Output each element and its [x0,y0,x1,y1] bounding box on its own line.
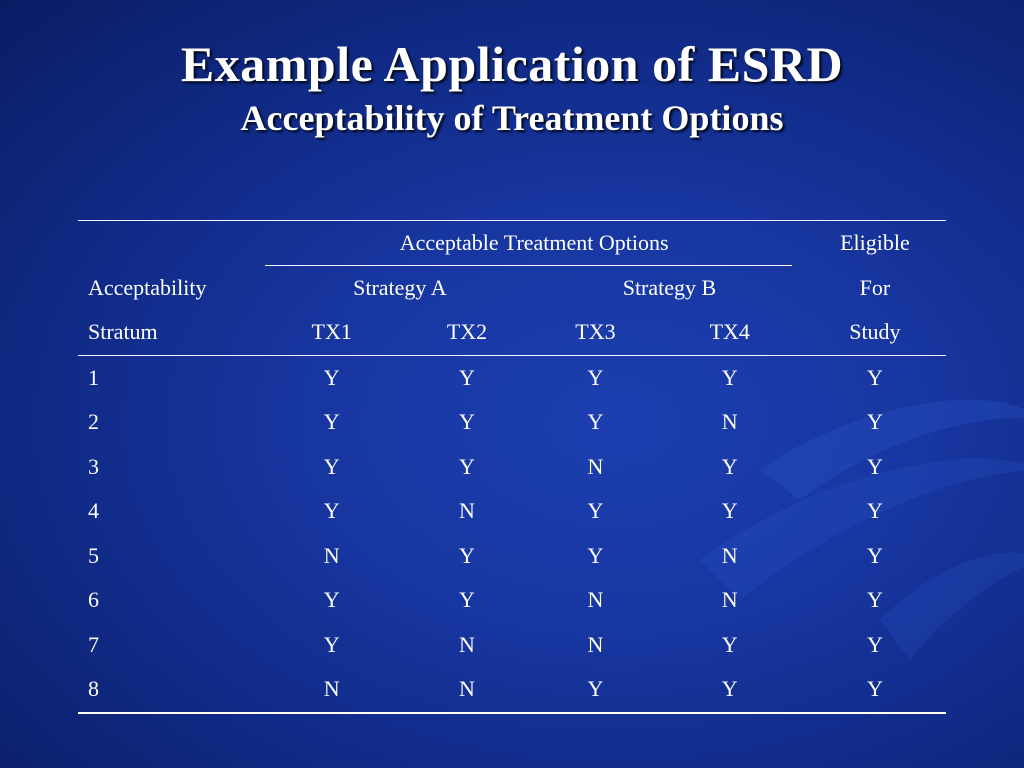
eligible-cell: Y [866,364,883,390]
tx2-cell: Y [459,453,475,479]
header-row-2: Acceptability Strategy A Strategy B For [78,266,946,311]
header-eligible-line3: Study [803,310,946,356]
tx4-cell: N [721,587,738,613]
header-tx3: TX3 [535,310,656,356]
tx4-cell: Y [721,498,738,524]
tx3-cell: Y [587,498,604,524]
tx2-cell: Y [459,587,475,613]
table-row: 3 Y Y N Y Y [78,445,946,490]
tx1-cell: N [323,542,340,568]
table-row: 5 N Y Y N Y [78,534,946,579]
tx2-cell: Y [459,542,475,568]
treatment-options-table: Acceptable Treatment Options Eligible Ac… [78,220,946,714]
tx4-cell: Y [721,453,738,479]
stratum-cell: 3 [88,453,99,479]
header-eligible-line2: For [859,274,891,300]
table-row: 8 N N Y Y Y [78,667,946,714]
stratum-cell: 8 [78,667,265,714]
tx3-cell: Y [535,667,656,714]
tx2-cell: N [398,667,536,714]
tx3-cell: Y [587,409,604,435]
header-row-3: Stratum TX1 TX2 TX3 TX4 Study [78,310,946,356]
table-row: 6 Y Y N N Y [78,578,946,623]
tx1-cell: Y [323,587,340,613]
header-tx1: TX1 [264,310,399,356]
tx2-cell: Y [459,409,475,435]
tx4-cell: N [721,542,738,568]
eligible-cell: Y [866,587,883,613]
tx3-cell: N [587,453,604,479]
tx1-cell: Y [323,453,340,479]
header-acceptable-treatment-options: Acceptable Treatment Options [264,220,804,266]
tx3-cell: Y [587,542,604,568]
stratum-cell: 7 [88,631,99,657]
header-tx4: TX4 [655,310,804,356]
tx3-cell: N [587,587,604,613]
stratum-cell: 4 [88,498,99,524]
header-tx2: TX2 [398,310,536,356]
tx1-cell: Y [323,631,340,657]
eligible-cell: Y [866,453,883,479]
tx2-cell: N [459,498,475,524]
eligible-cell: Y [866,498,883,524]
tx2-cell: N [459,631,475,657]
table-row: 1 Y Y Y Y Y [78,355,946,400]
header-strategy-b: Strategy B [622,274,717,300]
tx4-cell: N [721,409,738,435]
stratum-cell: 5 [88,542,99,568]
tx4-cell: Y [721,631,738,657]
table-row: 4 Y N Y Y Y [78,489,946,534]
slide-title-block: Example Application of ESRD Acceptabilit… [0,34,1024,140]
tx3-cell: N [587,631,604,657]
eligible-cell: Y [866,542,883,568]
stratum-cell: 2 [88,409,99,435]
slide-subtitle: Acceptability of Treatment Options [240,98,784,138]
tx1-cell: Y [323,409,340,435]
header-cell-empty [78,220,265,266]
header-stratum-line1: Acceptability [88,274,207,300]
header-row-1: Acceptable Treatment Options Eligible [78,220,946,266]
tx3-cell: Y [587,364,604,390]
eligible-cell: Y [866,631,883,657]
tx1-cell: N [264,667,399,714]
eligible-cell: Y [803,667,946,714]
tx2-cell: Y [459,364,475,390]
acceptability-table: Acceptable Treatment Options Eligible Ac… [78,220,946,714]
tx4-cell: Y [721,364,738,390]
tx1-cell: Y [323,364,340,390]
header-strategy-a: Strategy A [353,274,447,300]
tx1-cell: Y [323,498,340,524]
stratum-cell: 6 [88,587,99,613]
header-stratum-line2: Stratum [78,310,265,356]
tx4-cell: Y [655,667,804,714]
table-row: 7 Y N N Y Y [78,623,946,668]
slide-title: Example Application of ESRD [180,36,844,92]
table-row: 2 Y Y Y N Y [78,400,946,445]
header-eligible-line1: Eligible [803,220,946,266]
eligible-cell: Y [866,409,883,435]
stratum-cell: 1 [88,364,99,390]
